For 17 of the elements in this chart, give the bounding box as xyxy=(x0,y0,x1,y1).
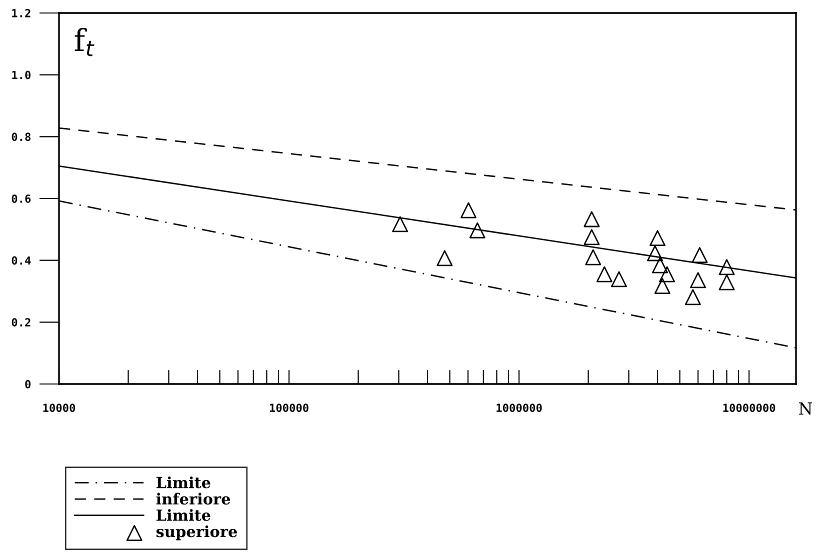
y-axis-title: f$_{t}$ xyxy=(74,28,94,56)
y-tick-label: 1.2 xyxy=(12,8,30,18)
y-tick-label: 1.0 xyxy=(12,70,31,80)
x-tick-label: 1000000 xyxy=(496,404,542,412)
y-tick-label: 0.4 xyxy=(12,256,31,265)
legend-label: superiore xyxy=(156,525,238,540)
x-tick-label: 100000 xyxy=(270,404,308,412)
y-tick-label: 0.2 xyxy=(12,318,30,327)
legend-label: inferiore xyxy=(156,492,230,505)
y-tick-label: 0 xyxy=(25,380,31,388)
x-tick-label: 10000000 xyxy=(723,404,776,412)
x-tick-label: 10000 xyxy=(43,404,76,412)
legend-label: Limite xyxy=(156,509,210,521)
legend-label: Limite xyxy=(156,476,210,488)
y-tick-label: 0.8 xyxy=(12,132,31,142)
y-tick-label: 0.6 xyxy=(12,194,31,203)
x-axis-title: N xyxy=(799,402,812,415)
